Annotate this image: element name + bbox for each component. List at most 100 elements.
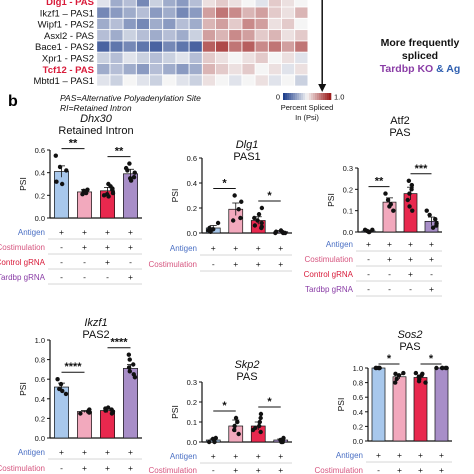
heatmap-cell xyxy=(96,52,110,64)
data-point xyxy=(109,407,114,412)
data-point xyxy=(407,191,412,196)
heatmap-cell xyxy=(189,7,203,19)
heatmap-cell xyxy=(268,7,282,19)
legend-gradient-segment xyxy=(293,93,296,100)
condition-sign: - xyxy=(83,257,86,267)
heatmap-cell xyxy=(123,29,137,41)
data-point xyxy=(282,230,288,236)
condition-row-label: Costimulation xyxy=(0,464,45,473)
legend-gradient-segment xyxy=(317,93,320,100)
y-tick-label: 0.1 xyxy=(187,418,197,427)
condition-sign: + xyxy=(128,242,133,252)
condition-sign: + xyxy=(59,227,64,237)
condition-sign: - xyxy=(60,257,63,267)
heatmap-cell xyxy=(268,63,282,75)
data-point xyxy=(259,220,264,226)
condition-sign: + xyxy=(233,451,238,461)
data-point xyxy=(258,411,264,417)
heatmap-cell xyxy=(255,52,269,64)
heatmap-cell xyxy=(281,74,295,86)
heatmap-cell xyxy=(123,74,137,86)
heatmap-cell xyxy=(96,0,110,7)
heatmap-cell xyxy=(162,63,176,75)
data-point xyxy=(410,208,415,213)
condition-sign: + xyxy=(128,272,133,282)
heatmap-cell xyxy=(255,0,269,7)
y-axis-label: PSI xyxy=(18,177,28,191)
data-point xyxy=(257,423,262,429)
bar xyxy=(434,367,449,442)
y-axis-label: PSI xyxy=(170,189,180,203)
heatmap-cell xyxy=(96,18,110,30)
legend-gradient-segment xyxy=(287,93,290,100)
heatmap-cell xyxy=(149,74,163,86)
heatmap-cell xyxy=(255,18,269,30)
heatmap-cell xyxy=(123,0,137,7)
condition-sign: + xyxy=(105,463,110,473)
condition-sign: + xyxy=(387,239,392,249)
bar xyxy=(413,377,428,442)
condition-sign: + xyxy=(128,463,133,473)
data-point xyxy=(127,357,132,362)
y-tick-label: 0.2 xyxy=(187,398,197,407)
data-point xyxy=(206,439,212,445)
heatmap-cell xyxy=(255,63,269,75)
heatmap-cell xyxy=(242,41,255,53)
condition-sign: - xyxy=(388,269,391,279)
data-point xyxy=(58,381,64,387)
data-point xyxy=(387,204,392,209)
data-point xyxy=(207,225,212,231)
heatmap-cell xyxy=(162,7,176,19)
down-arrow-icon xyxy=(318,84,327,92)
condition-row-label: Antigen xyxy=(18,448,45,457)
data-point xyxy=(416,374,422,379)
y-tick-label: 0.4 xyxy=(35,169,45,178)
data-point xyxy=(235,419,240,425)
data-point xyxy=(238,215,243,221)
heatmap-cell xyxy=(215,0,229,7)
legend-gradient-segment xyxy=(285,93,288,100)
data-point xyxy=(256,212,262,217)
heatmap-cell xyxy=(110,18,123,30)
condition-sign: - xyxy=(60,242,63,252)
heatmap-cell xyxy=(255,41,269,53)
data-point xyxy=(405,197,410,203)
data-point xyxy=(78,411,83,416)
heatmap-cell xyxy=(255,7,269,19)
legend-gradient-segment xyxy=(313,93,316,100)
data-point xyxy=(132,170,137,175)
condition-sign: + xyxy=(105,447,110,457)
heatmap-gene-label: Asxl2 - PAS xyxy=(44,31,94,42)
data-point xyxy=(236,207,241,212)
condition-sign: + xyxy=(397,465,402,474)
legend-gradient-segment xyxy=(291,93,294,100)
condition-sign: + xyxy=(278,259,283,269)
y-tick-label: 0.2 xyxy=(35,414,45,423)
condition-sign: - xyxy=(60,272,63,282)
heatmap-cell xyxy=(268,0,282,7)
data-point xyxy=(255,218,260,223)
heatmap-cell xyxy=(255,29,269,41)
heatmap-cell xyxy=(228,52,242,64)
data-point xyxy=(252,223,258,228)
significance-label: ** xyxy=(375,176,384,188)
data-point xyxy=(127,161,132,166)
data-point xyxy=(434,365,439,371)
legend-title-2: In (Psi) xyxy=(295,113,319,122)
condition-sign: + xyxy=(256,259,261,269)
heatmap-cell xyxy=(176,74,189,86)
heatmap-cell xyxy=(281,52,295,64)
heatmap-cell xyxy=(281,41,295,53)
legend-gradient-segment xyxy=(303,93,306,100)
side-text-tardbp: Tardbp KO xyxy=(380,63,436,75)
heatmap-cell xyxy=(123,52,137,64)
data-point xyxy=(82,189,88,195)
heatmap-gene-label: Wipf1 - PAS2 xyxy=(38,20,94,31)
heatmap-cell xyxy=(215,18,229,30)
chart-subtitle: PAS xyxy=(236,371,257,383)
y-tick-label: 0.6 xyxy=(187,154,197,163)
heatmap-gene-label: Mbtd1 – PAS1 xyxy=(33,76,94,87)
condition-sign: + xyxy=(82,242,87,252)
condition-sign: + xyxy=(82,447,87,457)
side-text-2: spliced xyxy=(402,50,438,62)
